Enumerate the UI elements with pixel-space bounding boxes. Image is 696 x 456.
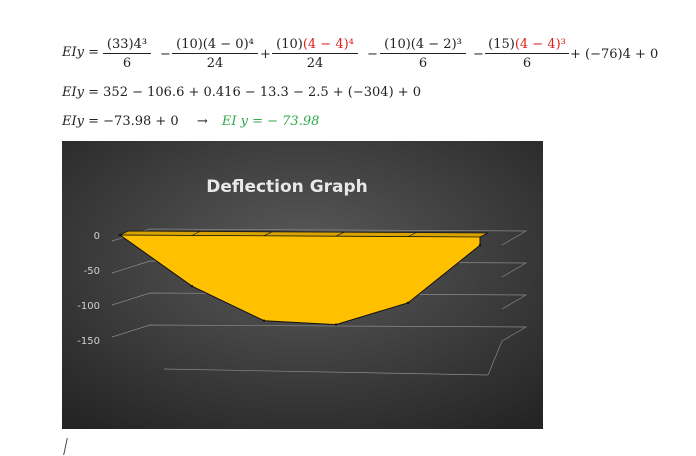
fraction-denominator: 6 — [122, 56, 132, 71]
data-point — [406, 301, 410, 305]
series-segment-divider — [263, 231, 273, 237]
data-point — [334, 323, 338, 326]
axis-line — [163, 368, 489, 376]
chart-title: Deflection Graph — [206, 177, 368, 197]
series-segment-divider — [191, 231, 201, 236]
operator: − — [160, 47, 171, 62]
series-segment-divider — [335, 231, 345, 237]
equation-lhs: EIy — [62, 85, 84, 100]
fraction-term-4: (10)(4 − 2)³ 6 — [380, 38, 466, 70]
data-point — [190, 285, 194, 288]
fraction-numerator: (10)(4 − 0)⁴ — [172, 38, 258, 54]
numerator-highlight: (4 − 4)³ — [514, 37, 566, 52]
fraction-denominator: 24 — [306, 56, 324, 71]
axis-line — [487, 340, 503, 376]
equation-line-2: EIy = 352 − 106.6 + 0.416 − 13.3 − 2.5 +… — [62, 86, 421, 99]
fraction-denominator: 24 — [206, 56, 224, 71]
fraction-term-2: (10)(4 − 0)⁴ 24 — [172, 38, 258, 70]
chart-series — [118, 230, 489, 326]
equation-lhs: EIy = — [62, 45, 99, 60]
operator: − — [367, 47, 378, 62]
numerator-coefficient: (10) — [276, 37, 303, 52]
y-tick-label: -50 — [84, 266, 100, 277]
fraction-denominator: 6 — [522, 56, 532, 71]
equation-result: EI y = − 73.98 — [221, 114, 320, 129]
fraction-term-1: (33)4³ 6 — [103, 38, 151, 70]
fraction-term-3: (10)(4 − 4)⁴ 24 — [272, 38, 358, 70]
operator: − — [473, 47, 484, 62]
equation-rhs: = 352 − 106.6 + 0.416 − 13.3 − 2.5 + (−3… — [88, 85, 422, 100]
text-cursor — [63, 438, 68, 455]
equation-rhs: = −73.98 + 0 — [88, 114, 179, 129]
numerator-coefficient: (15) — [488, 37, 515, 52]
arrow-icon: → — [196, 114, 208, 129]
fraction-numerator: (10)(4 − 4)⁴ — [272, 38, 358, 54]
fraction-numerator: (33)4³ — [103, 38, 151, 54]
fraction-term-5: (15)(4 − 4)³ 6 — [485, 38, 569, 70]
equation-tail: + (−76)4 + 0 — [570, 47, 659, 62]
equation-line-3: EIy = −73.98 + 0 → EI y = − 73.98 — [62, 115, 319, 128]
data-point — [262, 319, 266, 322]
y-tick-label: -100 — [77, 301, 100, 312]
y-axis-ticks: 0 -50 -100 -150 — [77, 231, 100, 347]
numerator-highlight: (4 − 4)⁴ — [302, 37, 354, 52]
y-tick-label: 0 — [94, 231, 100, 242]
equation-line-1: EIy = (33)4³ 6 − (10)(4 − 0)⁴ 24 + (10)(… — [0, 0, 696, 80]
data-point — [118, 233, 122, 237]
y-tick-label: -150 — [77, 336, 100, 347]
deflection-chart[interactable]: Deflection Graph 0 -50 -100 -150 — [62, 141, 543, 429]
gridline — [111, 324, 528, 342]
series-segment-divider — [407, 232, 417, 237]
fraction-numerator: (10)(4 − 2)³ — [380, 38, 466, 54]
fraction-denominator: 6 — [418, 56, 428, 71]
series-area-top — [119, 230, 489, 238]
data-point — [478, 244, 482, 247]
operator: + — [260, 47, 271, 62]
fraction-numerator: (15)(4 − 4)³ — [485, 38, 569, 54]
equation-lhs: EIy — [62, 114, 84, 129]
